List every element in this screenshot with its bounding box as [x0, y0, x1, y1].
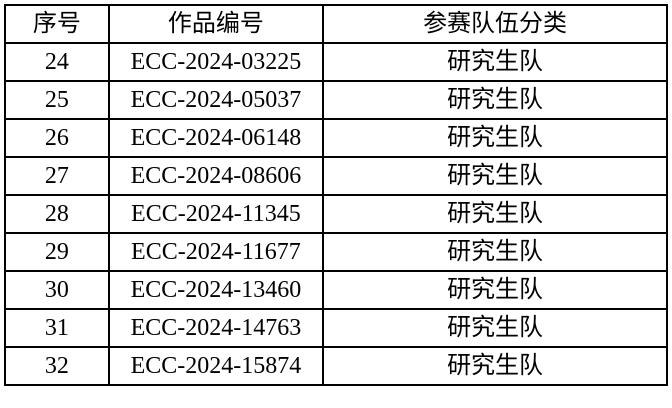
cell-index: 32 [4, 346, 110, 386]
table-row: 30 ECC-2024-13460 研究生队 [4, 270, 668, 310]
cell-index: 25 [4, 80, 110, 120]
cell-entry-id: ECC-2024-05037 [107, 80, 325, 120]
table-row: 24 ECC-2024-03225 研究生队 [4, 42, 668, 82]
cell-entry-id: ECC-2024-15874 [107, 346, 325, 386]
cell-team-category: 研究生队 [322, 346, 668, 386]
entries-table: 序号 作品编号 参赛队伍分类 24 ECC-2024-03225 研究生队 25 ECC… [4, 4, 668, 386]
header-row: 序号 作品编号 参赛队伍分类 [4, 4, 668, 44]
cell-entry-id: ECC-2024-11345 [107, 194, 325, 234]
cell-index: 26 [4, 118, 110, 158]
cell-team-category: 研究生队 [322, 194, 668, 234]
table-row: 26 ECC-2024-06148 研究生队 [4, 118, 668, 158]
cell-entry-id: ECC-2024-03225 [107, 42, 325, 82]
cell-index: 30 [4, 270, 110, 310]
cell-index: 27 [4, 156, 110, 196]
cell-team-category: 研究生队 [322, 80, 668, 120]
header-entry-id: 作品编号 [107, 4, 325, 44]
cell-index: 28 [4, 194, 110, 234]
table-row: 27 ECC-2024-08606 研究生队 [4, 156, 668, 196]
cell-entry-id: ECC-2024-08606 [107, 156, 325, 196]
table-row: 28 ECC-2024-11345 研究生队 [4, 194, 668, 234]
cell-team-category: 研究生队 [322, 118, 668, 158]
header-index: 序号 [4, 4, 110, 44]
table-row: 31 ECC-2024-14763 研究生队 [4, 308, 668, 348]
table-row: 29 ECC-2024-11677 研究生队 [4, 232, 668, 272]
cell-team-category: 研究生队 [322, 156, 668, 196]
cell-index: 24 [4, 42, 110, 82]
cell-entry-id: ECC-2024-06148 [107, 118, 325, 158]
table-row: 32 ECC-2024-15874 研究生队 [4, 346, 668, 386]
cell-entry-id: ECC-2024-13460 [107, 270, 325, 310]
cell-team-category: 研究生队 [322, 270, 668, 310]
cell-entry-id: ECC-2024-11677 [107, 232, 325, 272]
cell-team-category: 研究生队 [322, 42, 668, 82]
cell-index: 29 [4, 232, 110, 272]
cell-index: 31 [4, 308, 110, 348]
table-row: 25 ECC-2024-05037 研究生队 [4, 80, 668, 120]
cell-team-category: 研究生队 [322, 308, 668, 348]
cell-entry-id: ECC-2024-14763 [107, 308, 325, 348]
cell-team-category: 研究生队 [322, 232, 668, 272]
header-team-category: 参赛队伍分类 [322, 4, 668, 44]
